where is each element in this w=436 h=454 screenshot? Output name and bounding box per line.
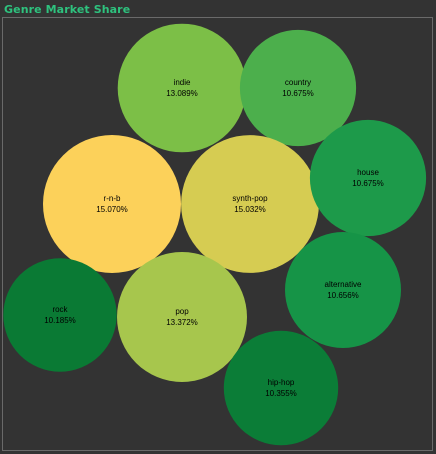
bubble-value-label: 13.089% [166, 89, 198, 98]
bubble-name-label: indie [174, 78, 191, 87]
bubble-synth-pop[interactable]: synth-pop 15.032% [181, 135, 319, 273]
bubble-pop[interactable]: pop 13.372% [117, 252, 247, 382]
bubble-circle[interactable] [117, 252, 247, 382]
bubble-value-label: 10.656% [327, 291, 359, 300]
bubble-value-label: 15.032% [234, 205, 266, 214]
bubble-name-label: hip-hop [268, 378, 295, 387]
bubble-circle[interactable] [309, 119, 427, 237]
bubble-country[interactable]: country 10.675% [239, 29, 357, 147]
bubble-circle[interactable] [43, 135, 181, 273]
bubble-value-label: 15.070% [96, 205, 128, 214]
bubble-name-label: synth-pop [232, 194, 268, 203]
bubble-hip-hop[interactable]: hip-hop 10.355% [223, 330, 339, 446]
bubble-circle[interactable] [285, 232, 401, 348]
bubble-house[interactable]: house 10.675% [309, 119, 427, 237]
bubble-circle[interactable] [239, 29, 357, 147]
bubble-name-label: house [357, 168, 379, 177]
bubble-circle[interactable] [117, 23, 247, 153]
bubble-name-label: r-n-b [104, 194, 121, 203]
bubble-value-label: 10.675% [352, 179, 384, 188]
bubble-value-label: 10.675% [282, 89, 314, 98]
bubble-indie[interactable]: indie 13.089% [117, 23, 247, 153]
bubble-circle[interactable] [3, 258, 117, 372]
bubble-circle[interactable] [181, 135, 319, 273]
chart-title: Genre Market Share [4, 3, 131, 16]
bubble-value-label: 10.355% [265, 389, 297, 398]
bubble-rock[interactable]: rock 10.185% [3, 258, 117, 372]
bubble-alternative[interactable]: alternative 10.656% [285, 232, 401, 348]
bubble-name-label: country [285, 78, 311, 87]
bubble-name-label: alternative [325, 280, 362, 289]
bubble-value-label: 13.372% [166, 318, 198, 327]
bubble-r-n-b[interactable]: r-n-b 15.070% [43, 135, 181, 273]
bubble-value-label: 10.185% [44, 316, 76, 325]
bubble-circle[interactable] [223, 330, 339, 446]
bubble-name-label: pop [175, 307, 189, 316]
bubble-name-label: rock [52, 305, 68, 314]
